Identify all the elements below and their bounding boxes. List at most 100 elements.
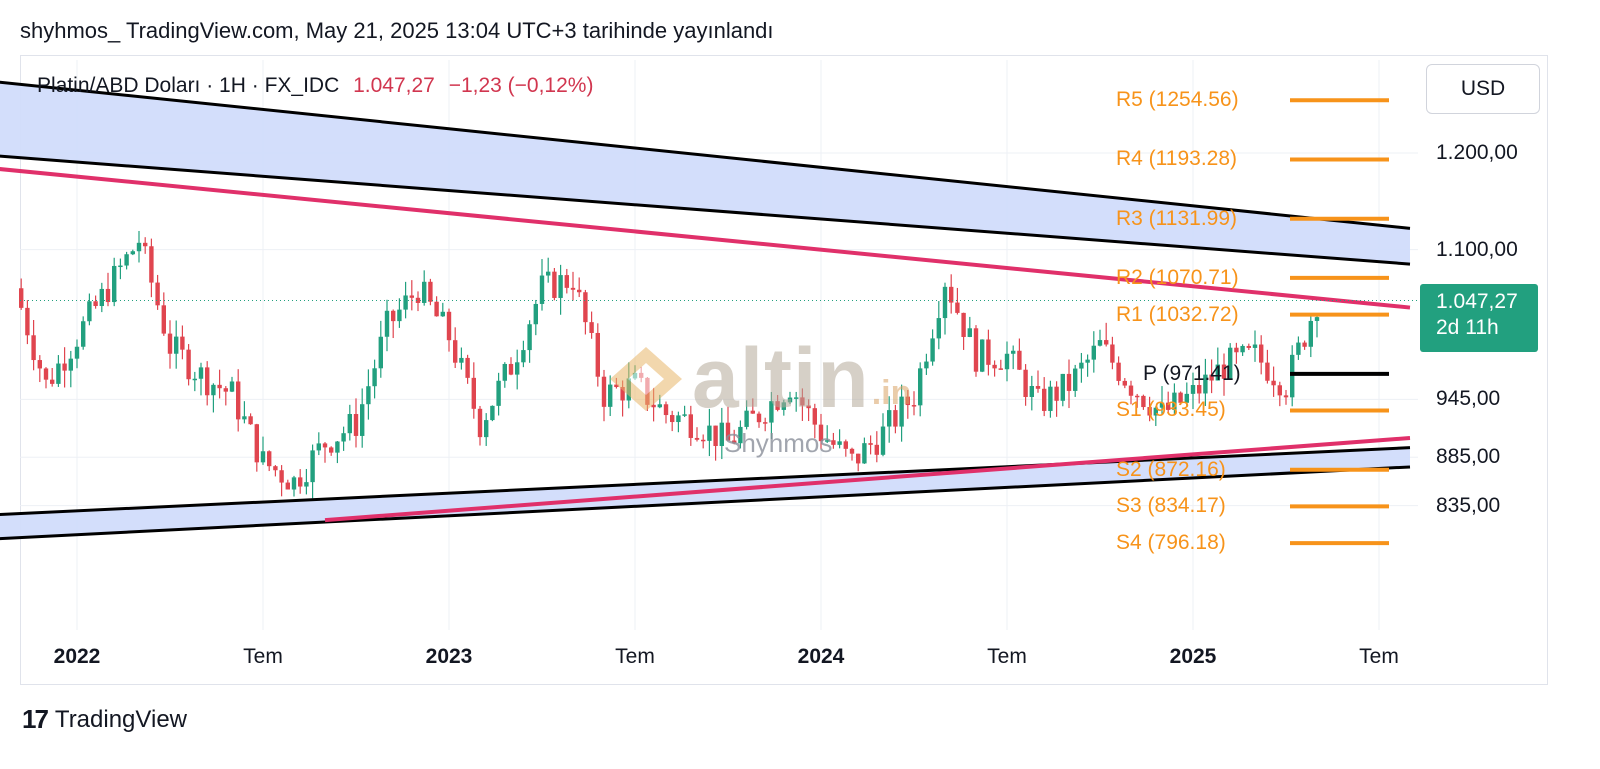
candle-body (186, 349, 191, 380)
pivot-label: P (971.41) (1143, 361, 1241, 385)
candle-body (1290, 354, 1295, 398)
candle-body (1085, 359, 1090, 363)
candle-body (1259, 344, 1264, 363)
candle-body (223, 388, 228, 392)
candle-body (167, 333, 173, 354)
candle-body (229, 381, 235, 392)
candle-body (409, 295, 414, 298)
candle-body (1209, 374, 1214, 381)
candle-body (986, 339, 991, 365)
candle-body (924, 361, 929, 369)
candle-body (918, 368, 923, 406)
candle-body (905, 396, 910, 406)
candle-body (155, 282, 160, 306)
candle-body (781, 402, 786, 410)
tradingview-footer[interactable]: 17 TradingView (22, 704, 187, 735)
candle-body (192, 378, 197, 381)
candle-body (843, 441, 848, 449)
candle-body (273, 466, 278, 471)
candle-body (1296, 342, 1301, 355)
candle-body (657, 404, 662, 408)
candle-body (279, 470, 284, 483)
candle-body (880, 426, 886, 455)
candle-body (310, 450, 315, 483)
candle-body (1011, 350, 1016, 354)
candle-body (1159, 402, 1165, 408)
pivot-label: R5 (1254.56) (1116, 88, 1239, 112)
pivot-label: S4 (796.18) (1116, 531, 1226, 555)
support-trendline (324, 435, 1411, 523)
x-tick-label: Tem (1359, 645, 1399, 668)
candle-body (806, 405, 811, 409)
candle-body (1060, 373, 1065, 401)
last-price-value: 1.047,27 (1436, 290, 1518, 313)
candle-body (967, 328, 972, 337)
candle-body (676, 415, 681, 423)
x-tick-label: Tem (987, 645, 1027, 668)
y-tick-label: 835,00 (1436, 493, 1501, 517)
candle-body (719, 422, 724, 447)
candle-body (304, 482, 309, 487)
candle-body (973, 328, 979, 372)
candle-body (1184, 393, 1189, 403)
candle-body (570, 287, 576, 290)
candle-body (99, 288, 104, 307)
candle-body (124, 254, 129, 266)
currency-button[interactable]: USD (1426, 64, 1540, 114)
candle-body (360, 404, 365, 436)
candle-body (81, 321, 86, 347)
candle-body (1265, 362, 1270, 381)
y-tick-label: 945,00 (1436, 387, 1501, 411)
candle-body (794, 397, 799, 399)
candle-body (614, 384, 619, 388)
y-tick-label: 1.200,00 (1436, 141, 1518, 164)
candle-body (415, 297, 421, 303)
candle-body (1017, 350, 1022, 370)
candle-body (112, 265, 117, 303)
candle-body (533, 303, 538, 325)
candle-body (56, 363, 61, 384)
candle-body (1190, 385, 1196, 394)
candle-body (242, 416, 247, 420)
candle-body (217, 384, 222, 389)
candle-body (508, 363, 514, 375)
upper-band (0, 82, 1410, 265)
channel-top-lower (0, 154, 1411, 266)
tradingview-logo-icon: 17 (22, 704, 49, 734)
candle-body (1308, 320, 1313, 347)
candle-body (1240, 345, 1245, 353)
candle-body (564, 275, 569, 288)
candle-body (502, 363, 507, 381)
candle-body (558, 275, 563, 298)
candle-body (260, 451, 266, 463)
candle-body (1122, 380, 1127, 386)
candle-body (1147, 407, 1152, 416)
candle-body (1116, 362, 1121, 381)
candle-body (707, 425, 712, 441)
x-tick-label: 2022 (53, 645, 101, 668)
candle-body (800, 397, 805, 406)
y-tick-label: 1.100,00 (1436, 237, 1518, 261)
candle-body (701, 439, 706, 442)
candle-body (887, 410, 892, 427)
resistance-trendline (0, 167, 1411, 310)
symbol-name: Platin/ABD Doları · 1H · FX_IDC (37, 74, 340, 97)
candle-body (1054, 386, 1059, 401)
candle-body (998, 368, 1003, 370)
channel-bottom-lower (0, 465, 1411, 541)
watermark-word: altin (692, 331, 870, 425)
candle-body (285, 482, 290, 490)
symbol-legend[interactable]: Platin/ABD Doları · 1H · FX_IDC 1.047,27… (37, 74, 593, 98)
candle-body (1271, 380, 1276, 386)
pivot-lines (1290, 98, 1389, 546)
candle-body (1153, 407, 1158, 416)
candle-body (955, 302, 960, 313)
candle-body (1252, 344, 1258, 348)
candle-body (490, 405, 495, 421)
candle-body (527, 324, 532, 351)
candle-body (31, 335, 36, 361)
candle-body (1197, 385, 1202, 394)
candle-body (149, 246, 154, 283)
candle-body (174, 336, 179, 354)
